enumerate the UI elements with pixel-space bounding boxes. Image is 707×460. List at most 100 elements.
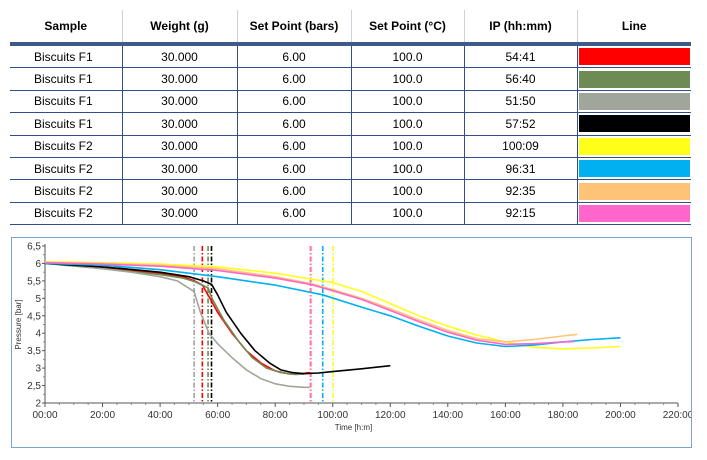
cell-set-point-bars: 6.00	[237, 67, 352, 91]
line-color-swatch	[578, 70, 690, 88]
y-tick-label: 5,5	[27, 276, 41, 287]
cell-weight: 30.000	[122, 157, 238, 181]
cell-ip: 57:52	[464, 112, 578, 136]
series-line	[44, 262, 310, 375]
y-tick-label: 3,5	[27, 346, 41, 357]
cell-line-color	[577, 179, 691, 203]
cell-sample: Biscuits F2	[10, 202, 123, 226]
table-row: Biscuits F1 30.000 6.00 100.0 57:52	[10, 112, 691, 136]
cell-sample: Biscuits F1	[10, 43, 123, 69]
x-axis-title: Time [h:m]	[335, 423, 372, 432]
cell-line-color	[577, 43, 691, 69]
cell-set-point-bars: 6.00	[237, 135, 352, 158]
cell-line-color	[577, 67, 691, 91]
x-tick-label: 180:00	[548, 410, 579, 421]
cell-ip: 92:15	[464, 202, 578, 226]
header-ip: IP (hh:mm)	[464, 10, 578, 46]
cell-sample: Biscuits F1	[10, 67, 123, 91]
pressure-chart: 2 2,5 3 3,5 4 4,5 5 5,5 6 6,5 00:00 20:00 40:00 60:00…	[11, 237, 692, 448]
series-line	[44, 261, 575, 346]
cell-set-point-celsius: 100.0	[351, 112, 465, 136]
cell-set-point-celsius: 100.0	[351, 179, 465, 203]
cell-set-point-celsius: 100.0	[351, 157, 465, 181]
cell-weight: 30.000	[122, 202, 238, 226]
y-tick-label: 4	[35, 329, 41, 340]
cell-set-point-celsius: 100.0	[351, 43, 465, 69]
table-row: Biscuits F1 30.000 6.00 100.0 56:40	[10, 67, 691, 91]
cell-set-point-bars: 6.00	[237, 202, 352, 226]
cell-set-point-celsius: 100.0	[351, 202, 465, 226]
cell-line-color	[577, 112, 691, 136]
header-line: Line	[577, 10, 691, 46]
x-tick-label: 00:00	[32, 410, 57, 421]
cell-weight: 30.000	[122, 43, 238, 69]
line-color-swatch	[578, 204, 690, 222]
line-color-swatch	[578, 137, 690, 155]
cell-ip: 51:50	[464, 90, 578, 114]
results-table: Sample Weight (g) Set Point (bars) Set P…	[10, 10, 691, 226]
y-tick-label: 4,5	[27, 311, 41, 322]
cell-line-color	[577, 135, 691, 158]
cell-ip: 100:09	[464, 135, 578, 158]
cell-set-point-bars: 6.00	[237, 157, 352, 181]
cell-line-color	[577, 202, 691, 226]
table-row: Biscuits F1 30.000 6.00 100.0 51:50	[10, 90, 691, 114]
cell-sample: Biscuits F2	[10, 179, 123, 203]
cell-weight: 30.000	[122, 179, 238, 203]
series-line	[44, 260, 621, 350]
x-tick-label: 20:00	[90, 410, 115, 421]
y-axis-title: Pressure [bar]	[14, 299, 23, 349]
cell-line-color	[577, 157, 691, 181]
cell-ip: 54:41	[464, 43, 578, 69]
cell-weight: 30.000	[122, 135, 238, 158]
x-tick-label: 220:00	[663, 410, 691, 421]
cell-set-point-celsius: 100.0	[351, 67, 465, 91]
cell-ip: 92:35	[464, 179, 578, 203]
cell-sample: Biscuits F2	[10, 135, 123, 158]
cell-line-color	[577, 90, 691, 114]
table-row: Biscuits F2 30.000 6.00 100.0 96:31	[10, 157, 691, 181]
table-header-row: Sample Weight (g) Set Point (bars) Set P…	[10, 10, 691, 46]
x-tick-label: 60:00	[205, 410, 230, 421]
cell-ip: 56:40	[464, 67, 578, 91]
line-color-swatch	[578, 160, 690, 178]
table-row: Biscuits F2 30.000 6.00 100.0 100:09	[10, 135, 691, 158]
x-tick-label: 200:00	[605, 410, 636, 421]
line-color-swatch	[578, 182, 690, 200]
cell-sample: Biscuits F1	[10, 112, 123, 136]
table-row: Biscuits F2 30.000 6.00 100.0 92:35	[10, 179, 691, 203]
x-tick-label: 80:00	[263, 410, 288, 421]
cell-set-point-bars: 6.00	[237, 43, 352, 69]
cell-weight: 30.000	[122, 112, 238, 136]
cell-weight: 30.000	[122, 67, 238, 91]
table-row: Biscuits F2 30.000 6.00 100.0 92:15	[10, 202, 691, 226]
y-tick-label: 2,5	[27, 381, 41, 392]
cell-ip: 96:31	[464, 157, 578, 181]
cell-sample: Biscuits F1	[10, 90, 123, 114]
x-tick-label: 40:00	[148, 410, 173, 421]
header-set-point-bars: Set Point (bars)	[237, 10, 352, 46]
cell-set-point-bars: 6.00	[237, 112, 352, 136]
y-tick-label: 6,5	[27, 242, 41, 253]
y-tick-label: 2	[35, 399, 41, 410]
line-color-swatch	[578, 48, 690, 66]
x-tick-label: 160:00	[490, 410, 521, 421]
cell-set-point-celsius: 100.0	[351, 135, 465, 158]
cell-set-point-bars: 6.00	[237, 90, 352, 114]
header-set-point-celsius: Set Point (°C)	[351, 10, 465, 46]
cell-set-point-bars: 6.00	[237, 179, 352, 203]
y-tick-label: 3	[35, 364, 41, 375]
cell-weight: 30.000	[122, 90, 238, 114]
series-line	[44, 262, 391, 375]
line-color-swatch	[578, 115, 690, 133]
series-line	[44, 260, 310, 389]
header-sample: Sample	[10, 10, 123, 46]
y-tick-label: 6	[35, 259, 41, 270]
cell-sample: Biscuits F2	[10, 157, 123, 181]
table-row: Biscuits F1 30.000 6.00 100.0 54:41	[10, 43, 691, 69]
x-tick-label: 120:00	[375, 410, 406, 421]
x-tick-label: 140:00	[433, 410, 464, 421]
pressure-chart-svg: 2 2,5 3 3,5 4 4,5 5 5,5 6 6,5 00:00 20:00 40:00 60:00…	[14, 242, 691, 433]
y-tick-label: 5	[35, 294, 41, 305]
x-tick-label: 100:00	[317, 410, 348, 421]
